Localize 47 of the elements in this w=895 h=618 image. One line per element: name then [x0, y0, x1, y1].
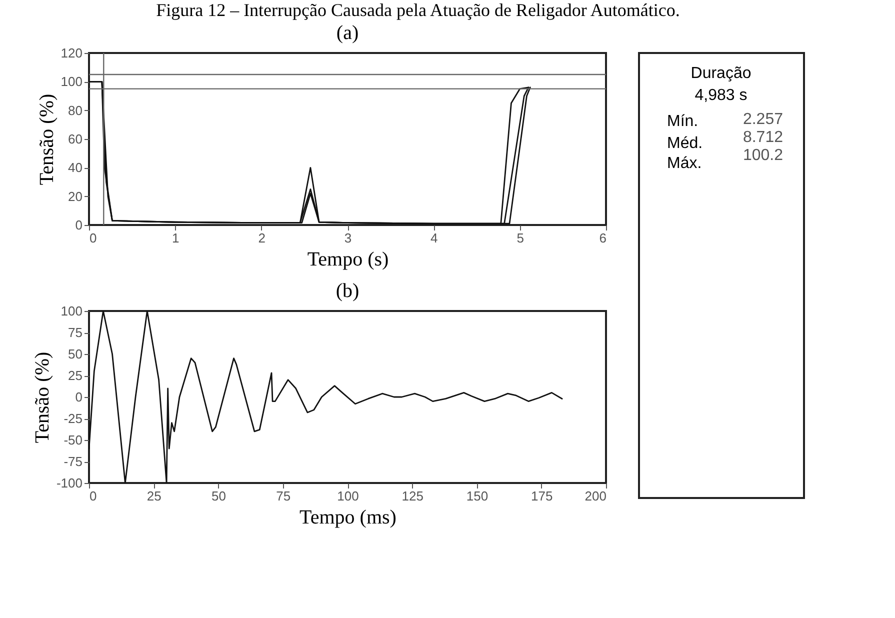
x-tick-label: 25	[146, 488, 162, 504]
text: 100.2	[742, 147, 784, 164]
text: 8.712	[742, 129, 784, 146]
x-axis-title: Tempo (ms)	[300, 506, 396, 528]
y-tick-label: 25	[68, 368, 82, 383]
y-tick-label: -100	[56, 476, 82, 490]
y-tick-label: 100	[60, 74, 82, 90]
x-tick-label: 5	[516, 230, 524, 246]
y-tick-label: 60	[68, 132, 82, 146]
y-axis-title: Tensão (%)	[36, 94, 58, 186]
x-tick-label: 0	[90, 230, 97, 246]
x-tick-label: 4	[430, 230, 438, 246]
chart-title: Figura 12 – Interrupção Causada pela Atuação de Religador Automático.	[156, 0, 680, 20]
y-axis-title: Tensão (%)	[31, 352, 54, 444]
x-tick-label: 150	[466, 488, 488, 504]
x-tick-label: 1	[172, 230, 180, 246]
x-axis-title: Tempo (s)	[307, 248, 389, 270]
y-tick-label: 0	[75, 218, 82, 232]
text: 4,983 s	[694, 87, 748, 104]
y-tick-label: -50	[64, 432, 82, 448]
x-tick-label: 125	[402, 488, 424, 504]
y-tick-label: 50	[68, 346, 82, 362]
x-tick-label: 6	[599, 230, 606, 246]
chart-title: (b)	[336, 280, 360, 302]
chart-subtitle: (a)	[336, 22, 359, 44]
y-tick-label: 40	[68, 160, 82, 176]
y-tick-label: 0	[75, 390, 82, 404]
y-tick-label: 20	[68, 188, 82, 204]
x-tick-label: 100	[337, 488, 359, 504]
x-tick-label: 175	[531, 488, 553, 504]
x-tick-label: 0	[90, 488, 97, 504]
x-tick-label: 75	[276, 488, 291, 504]
x-tick-label: 2	[258, 230, 266, 246]
x-tick-label: 50	[212, 488, 226, 504]
text: 2.257	[742, 111, 784, 128]
y-tick-label: 75	[68, 325, 82, 340]
x-tick-label: 3	[344, 230, 352, 246]
y-tick-label: 80	[68, 102, 82, 118]
text: Méd.	[667, 135, 703, 152]
text: Máx.	[667, 155, 702, 172]
text: Duração	[690, 65, 752, 82]
y-tick-label: 120	[60, 46, 82, 60]
y-tick-label: 100	[60, 304, 82, 318]
text: Mín.	[667, 113, 698, 130]
y-tick-label: -75	[64, 454, 82, 469]
y-tick-label: -25	[64, 411, 82, 426]
x-tick-label: 200	[584, 488, 606, 504]
